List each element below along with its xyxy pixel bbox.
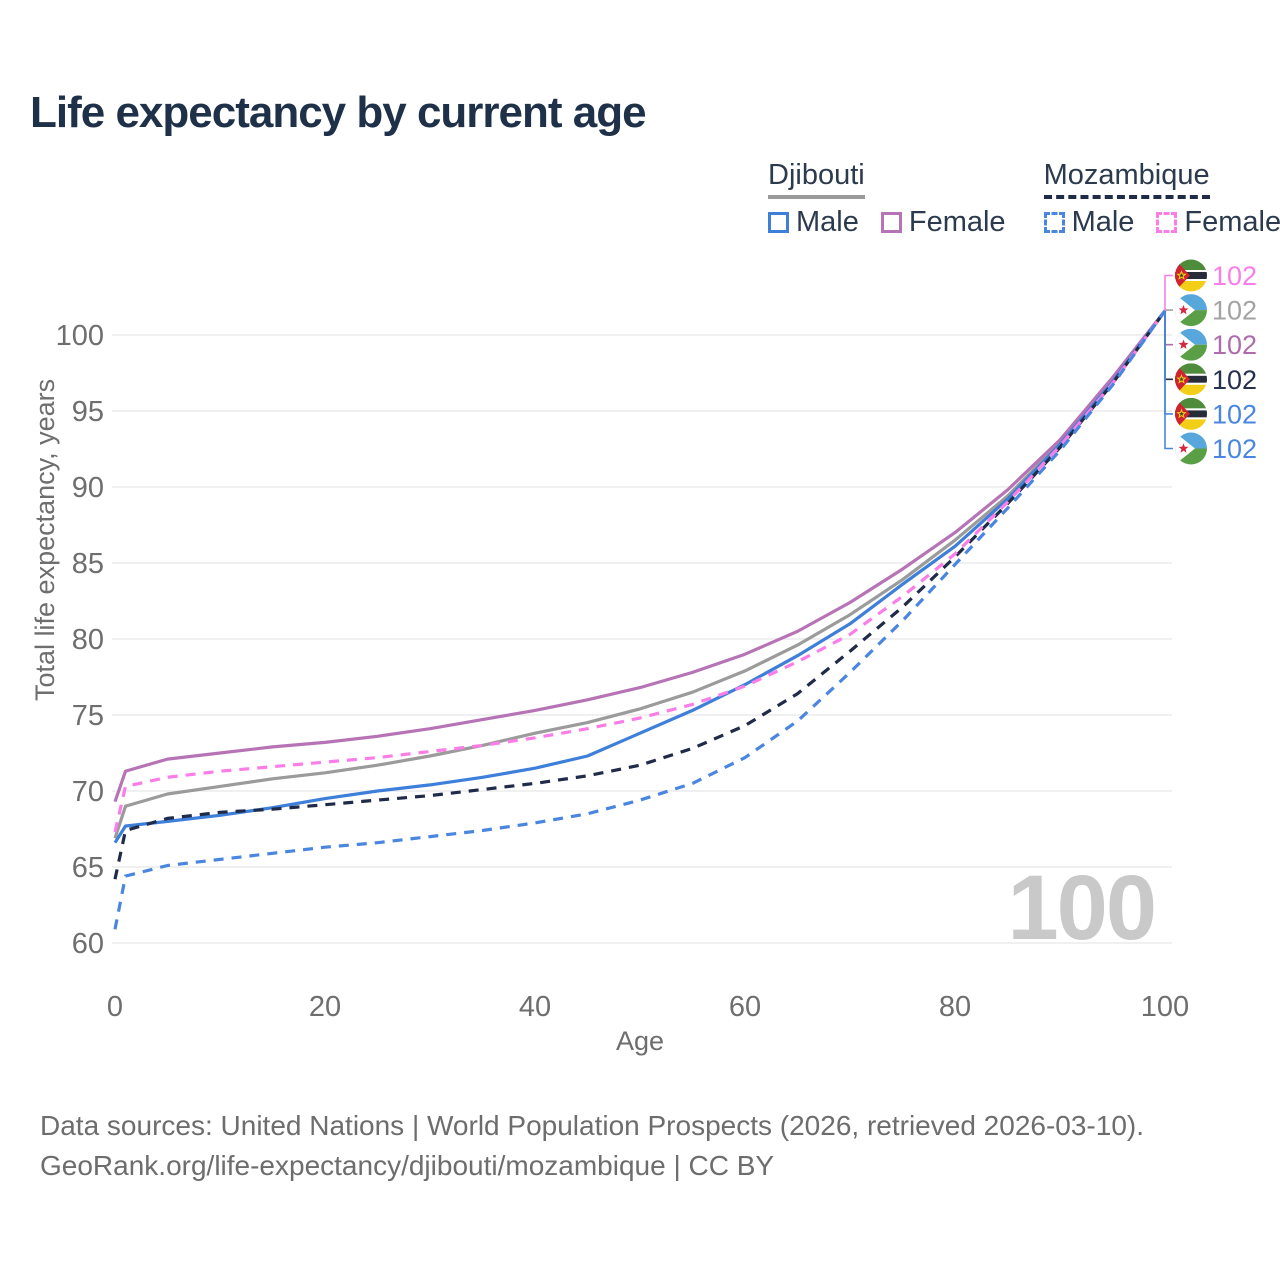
end-label-row: 102 [1212, 296, 1257, 326]
end-label-row: 102 [1212, 261, 1257, 291]
x-tick-label: 20 [309, 991, 341, 1023]
series-line-mozambique-male[interactable] [113, 309, 1167, 930]
end-label-value: 102 [1212, 330, 1257, 360]
footer-line-1: Data sources: United Nations | World Pop… [40, 1110, 1145, 1141]
series-line-djibouti-male[interactable] [113, 309, 1167, 844]
x-tick-label: 60 [729, 991, 761, 1023]
legend-swatch-icon [1156, 211, 1178, 233]
legend: Djibouti Male Female Mozambique Male Female [768, 159, 1280, 239]
footer: Data sources: United Nations | World Pop… [40, 1106, 1144, 1186]
series-line-mozambique-all[interactable] [113, 309, 1167, 880]
end-label-row: 102 [1212, 365, 1257, 395]
end-label-value: 102 [1212, 261, 1257, 291]
x-tick-label: 40 [519, 991, 551, 1023]
x-tick-label: 100 [1141, 991, 1189, 1023]
series-line-mozambique-female[interactable] [113, 309, 1167, 833]
legend-item-label: Female [908, 205, 1006, 238]
y-tick-label: 100 [56, 320, 104, 352]
x-axis-title: Age [615, 1026, 665, 1056]
legend-group-title: Djibouti [768, 159, 865, 199]
mozambique-flag-icon [1175, 397, 1207, 430]
djibouti-flag-icon [1175, 294, 1207, 327]
y-tick-label: 85 [72, 548, 104, 580]
legend-item-label: Female [1184, 205, 1280, 238]
series-line-djibouti-all[interactable] [113, 309, 1167, 839]
page-title: Life expectancy by current age [30, 88, 647, 137]
end-label-value: 102 [1212, 434, 1257, 464]
y-axis-title: Total life expectancy, years [30, 378, 60, 702]
legend-item-djibouti-female[interactable]: Female [880, 205, 1006, 239]
x-tick-label: 0 [107, 991, 123, 1023]
legend-swatch-icon [768, 211, 789, 233]
end-label-row: 102 [1212, 330, 1257, 360]
footer-line-2: GeoRank.org/life-expectancy/djibouti/moz… [40, 1150, 775, 1181]
y-tick-label: 75 [72, 700, 104, 732]
x-tick-label: 80 [939, 991, 971, 1023]
legend-item-djibouti-male[interactable]: Male [768, 206, 859, 239]
y-tick-label: 60 [72, 928, 104, 960]
mozambique-flag-icon [1175, 259, 1207, 292]
legend-group-mozambique: Mozambique Male Female [1043, 159, 1280, 239]
mozambique-flag-icon [1175, 363, 1207, 396]
legend-item-label: Male [796, 205, 859, 238]
end-label-value: 102 [1212, 365, 1257, 395]
legend-item-label: Male [1071, 205, 1135, 238]
djibouti-flag-icon [1175, 328, 1207, 361]
age-watermark: 100 [1007, 857, 1158, 959]
end-label-connector [1164, 274, 1173, 311]
end-label-connector [1164, 310, 1173, 346]
series-line-djibouti-female[interactable] [113, 309, 1167, 803]
legend-swatch-icon [1043, 211, 1065, 233]
end-label-row: 102 [1212, 434, 1257, 464]
end-label-row: 102 [1212, 399, 1257, 429]
end-label-connector [1164, 310, 1173, 450]
legend-group-title: Mozambique [1043, 159, 1210, 199]
legend-item-mozambique-male[interactable]: Male [1043, 205, 1135, 239]
y-tick-label: 65 [72, 852, 104, 884]
end-label-connector [1164, 310, 1173, 415]
y-tick-label: 70 [72, 776, 104, 808]
end-label-value: 102 [1212, 399, 1257, 429]
y-tick-label: 90 [72, 472, 104, 504]
y-tick-label: 95 [72, 396, 104, 428]
legend-swatch-icon [880, 211, 902, 233]
end-label-value: 102 [1212, 296, 1257, 326]
djibouti-flag-icon [1175, 432, 1207, 465]
legend-item-mozambique-female[interactable]: Female [1156, 206, 1280, 239]
end-label-connector [1164, 309, 1173, 311]
legend-group-djibouti: Djibouti Male Female [768, 159, 1006, 239]
y-tick-label: 80 [72, 624, 104, 656]
